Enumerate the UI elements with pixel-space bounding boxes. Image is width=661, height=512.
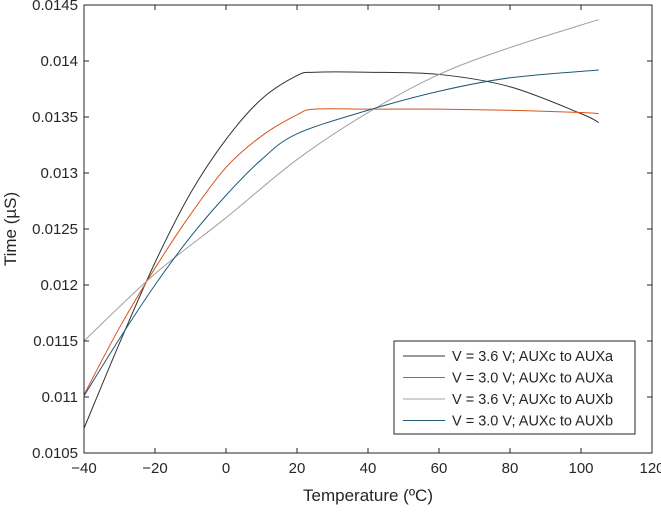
y-tick-label: 0.0125: [32, 221, 78, 238]
x-tick-label: 0: [222, 460, 230, 477]
x-tick-label: 120: [639, 460, 661, 477]
series-layer: [83, 19, 599, 429]
legend-label: V = 3.6 V; AUXc to AUXa: [452, 349, 614, 365]
legend-label: V = 3.0 V; AUXc to AUXb: [452, 414, 613, 430]
x-tick-label: 100: [568, 460, 593, 477]
y-tick-label: 0.011: [42, 389, 78, 406]
series-line-3: [83, 19, 599, 342]
legend-label: V = 3.6 V; AUXc to AUXb: [452, 392, 613, 408]
y-tick-label: 0.012: [40, 277, 78, 294]
x-tick-label: 40: [360, 460, 377, 477]
y-tick-label: 0.0115: [33, 333, 78, 350]
legend: V = 3.6 V; AUXc to AUXa V = 3.0 V; AUXc t…: [393, 340, 636, 435]
series-line-2: [83, 108, 599, 395]
y-tick-label: 0.013: [40, 165, 78, 182]
x-tick-label: 20: [289, 460, 306, 477]
series-line-4: [83, 69, 599, 397]
x-tick-label: −40: [71, 460, 96, 477]
y-tick-label: 0.0145: [32, 0, 78, 14]
legend-label: V = 3.0 V; AUXc to AUXa: [452, 371, 614, 387]
y-tick-label: 0.0135: [32, 109, 78, 126]
x-tick-label: 80: [502, 460, 519, 477]
ticks-layer: −40 −20 0 20 40 60 80 100 120 0.0105 0.011 0.0115 0.…: [32, 0, 661, 477]
y-tick-label: 0.0105: [32, 445, 78, 462]
x-tick-label: 60: [431, 460, 448, 477]
x-axis-label: Temperature (ºC): [303, 486, 433, 505]
y-axis-label: Time (µS): [1, 192, 20, 266]
y-tick-label: 0.014: [40, 53, 78, 70]
x-tick-label: −20: [142, 460, 167, 477]
series-line-1: [83, 71, 599, 429]
